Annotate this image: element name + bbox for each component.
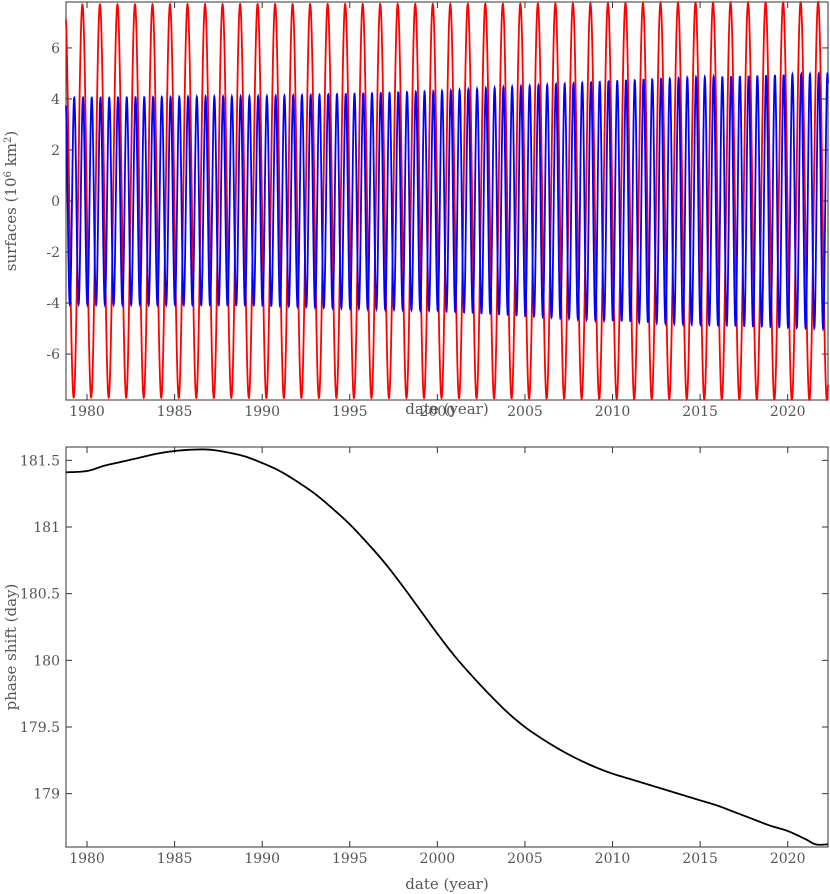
phase-shift-x-tick-label: 1985 [157, 851, 193, 867]
surfaces-y-tick-label: 0 [51, 194, 60, 210]
surfaces-x-tick-label: 2005 [507, 404, 543, 420]
surfaces-plot-area [65, 1, 829, 401]
phase-shift-y-tick-label: 181.5 [20, 453, 60, 469]
phase-shift-y-axis-label: phase shift (day) [2, 584, 20, 711]
phase-shift-x-tick-label: 2000 [420, 851, 456, 867]
phase-shift-series [65, 448, 829, 846]
surfaces-y-axis-label: surfaces (106 km2) [2, 131, 20, 271]
surfaces-ticks: 1980 1985 1990 1995 2000 2005 2010 2015 2020 -6 -4… [46, 2, 828, 420]
phase-shift-x-tick-label: 2010 [595, 851, 631, 867]
surfaces-x-tick-label: 2020 [770, 404, 806, 420]
phase-shift-y-tick-label: 181 [33, 520, 60, 536]
surfaces-y-label-mid: km [2, 143, 20, 171]
phase-shift-y-tick-label: 179.5 [20, 720, 60, 736]
phase-shift-series-line-0 [65, 448, 829, 846]
surfaces-y-tick-label: 2 [51, 143, 60, 159]
surfaces-series [65, 0, 829, 402]
surfaces-series-line-1 [65, 70, 829, 332]
surfaces-y-label-exp1: 6 [3, 171, 14, 177]
surfaces-y-tick-label: 4 [51, 92, 60, 108]
surfaces-x-axis-label: date (year) [405, 400, 488, 418]
phase-shift-y-tick-label: 180 [33, 653, 60, 669]
phase-shift-x-tick-label: 2005 [507, 851, 543, 867]
phase-shift-x-axis-label: date (year) [405, 875, 488, 893]
surfaces-x-tick-label: 1995 [332, 404, 368, 420]
surfaces-y-tick-label: -6 [46, 347, 60, 363]
phase-shift-y-tick-label: 180.5 [20, 587, 60, 603]
surfaces-x-tick-label: 1985 [157, 404, 193, 420]
phase-shift-y-tick-label: 179 [33, 787, 60, 803]
surfaces-y-tick-label: -2 [46, 245, 60, 261]
surfaces-x-tick-label: 1990 [244, 404, 280, 420]
surfaces-y-tick-label: 6 [51, 41, 60, 57]
surfaces-y-label-prefix: surfaces (10 [2, 177, 20, 271]
surfaces-y-label-suffix: ) [2, 131, 20, 137]
surfaces-panel: 1980 1985 1990 1995 2000 2005 2010 2015 2020 -6 -4… [2, 0, 829, 420]
phase-shift-x-tick-label: 1980 [69, 851, 105, 867]
surfaces-x-tick-label: 1980 [69, 404, 105, 420]
phase-shift-ticks: 1980 1985 1990 1995 2000 2005 2010 2015 2020 179 1… [20, 447, 828, 867]
phase-shift-x-tick-label: 2020 [770, 851, 806, 867]
phase-shift-x-tick-label: 2015 [682, 851, 718, 867]
surfaces-x-tick-label: 2015 [682, 404, 718, 420]
phase-shift-x-tick-label: 1995 [332, 851, 368, 867]
surfaces-x-tick-label: 2000 [420, 404, 456, 420]
surfaces-y-tick-label: -4 [46, 296, 60, 312]
surfaces-y-label-exp2: 2 [3, 137, 14, 143]
surfaces-x-tick-label: 2010 [595, 404, 631, 420]
phase-shift-x-tick-label: 1990 [244, 851, 280, 867]
phase-shift-panel: 1980 1985 1990 1995 2000 2005 2010 2015 2020 179 1… [2, 446, 829, 893]
